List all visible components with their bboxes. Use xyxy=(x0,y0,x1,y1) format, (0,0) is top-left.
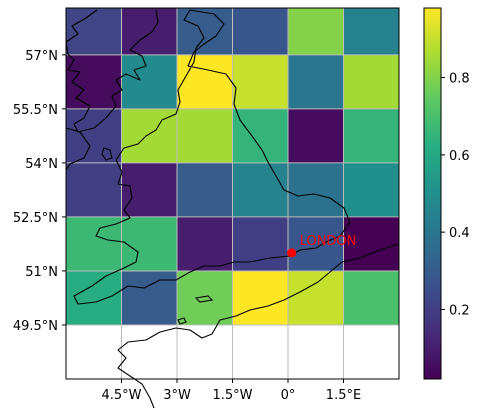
heatmap-cell xyxy=(343,108,399,163)
coastline xyxy=(65,9,399,409)
x-tick-label: 4.5°W xyxy=(101,388,141,403)
y-tick-label: 49.5°N xyxy=(13,319,58,334)
heatmap-cell xyxy=(66,54,122,109)
coastline-wight xyxy=(194,295,214,303)
coastline-ireland-north xyxy=(65,127,91,171)
x-tick-label: 1.5°E xyxy=(326,388,361,403)
heatmap-cell xyxy=(343,216,399,271)
heatmap-cell xyxy=(232,8,288,55)
heatmap-cell xyxy=(232,162,288,217)
y-tick-label: 51°N xyxy=(25,265,58,280)
heatmap-cell xyxy=(66,270,122,325)
colorbar-tick-label: 0.2 xyxy=(449,303,470,318)
heatmap-cell xyxy=(177,270,233,325)
heatmap-cell xyxy=(288,8,344,55)
heatmap-cell xyxy=(288,108,344,163)
y-tick-label: 55.5°N xyxy=(13,103,58,118)
heatmap-cell xyxy=(232,108,288,163)
x-tick-label: 3°W xyxy=(163,388,191,403)
heatmap-cell xyxy=(121,270,177,325)
heatmap-cells xyxy=(66,8,399,325)
heatmap-cell xyxy=(343,162,399,217)
heatmap-cell xyxy=(288,216,344,271)
heatmap-cell xyxy=(177,162,233,217)
heatmap-cell xyxy=(288,270,344,325)
x-tick-label: 0° xyxy=(281,388,296,403)
city-label: LONDON xyxy=(300,234,357,249)
heatmap-cell xyxy=(121,54,177,109)
heatmap-cell xyxy=(177,8,233,55)
heatmap-cell xyxy=(343,270,399,325)
y-tick-label: 57°N xyxy=(25,49,58,64)
city-marker xyxy=(287,248,297,258)
heatmap-cell xyxy=(343,8,399,55)
heatmap-cell xyxy=(343,54,399,109)
heatmap-cell xyxy=(66,162,122,217)
heatmap-cell xyxy=(121,216,177,271)
y-tick-label: 52.5°N xyxy=(13,211,58,226)
x-tick-label: 1.5°W xyxy=(212,388,252,403)
heatmap-cell xyxy=(288,54,344,109)
heatmap-cell xyxy=(177,216,233,271)
heatmap-cell xyxy=(232,270,288,325)
coastline-isle-of-man xyxy=(101,147,113,161)
heatmap-cell xyxy=(66,8,122,55)
coastline-great-britain xyxy=(65,9,351,305)
heatmap-cell xyxy=(121,162,177,217)
colorbar-tick-label: 0.6 xyxy=(449,149,470,164)
coastline-jersey xyxy=(177,317,187,325)
colorbar-tick-label: 0.8 xyxy=(449,72,470,87)
colorbar-gradient xyxy=(423,7,442,380)
heatmap-cell xyxy=(288,162,344,217)
heatmap-cell xyxy=(66,216,122,271)
heatmap-cell xyxy=(232,216,288,271)
heatmap-cell xyxy=(177,54,233,109)
longitude-ticks: 4.5°W 3°W 1.5°W 0° 1.5°E xyxy=(101,379,361,403)
heatmap-cell xyxy=(66,108,122,163)
y-tick-label: 54°N xyxy=(25,157,58,172)
heatmap-cell xyxy=(177,108,233,163)
heatmap-cell xyxy=(232,54,288,109)
coastline-france xyxy=(117,243,399,409)
city-marker-group: LONDON xyxy=(287,234,356,258)
colorbar: 0.2 0.4 0.6 0.8 xyxy=(423,7,470,380)
heatmap-cell xyxy=(121,8,177,55)
latitude-ticks: 57°N 55.5°N 54°N 52.5°N 51°N 49.5°N xyxy=(13,49,66,334)
colorbar-tick-label: 0.4 xyxy=(449,226,470,241)
